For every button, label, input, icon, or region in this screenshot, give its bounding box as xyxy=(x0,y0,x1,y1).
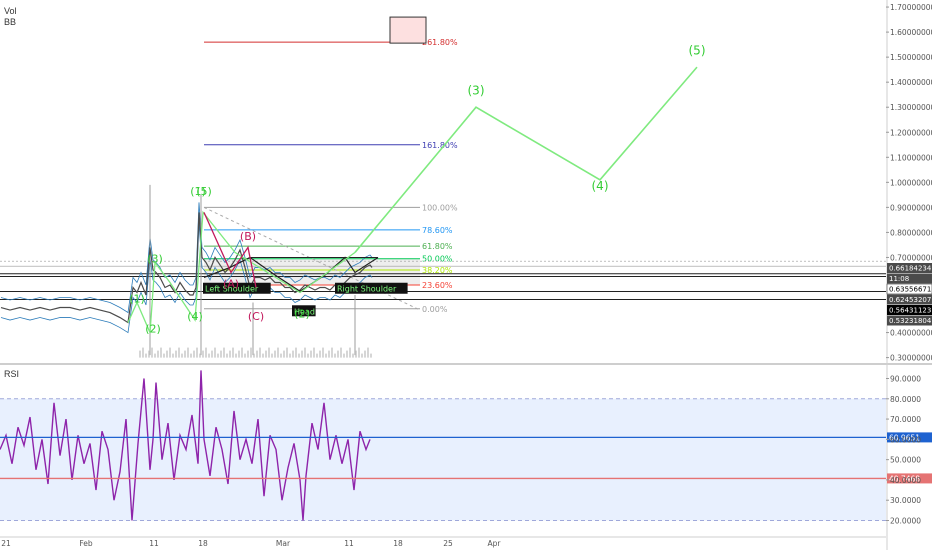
price-axis-badge xyxy=(887,315,932,326)
vol-indicator-label: Vol xyxy=(4,6,17,16)
price-tick-label: 1.40000000 xyxy=(890,78,932,87)
pattern-label-bg xyxy=(292,305,316,317)
pattern-label: Left Shoulder xyxy=(205,285,259,294)
projection-path xyxy=(354,66,698,253)
rsi-level-badge xyxy=(887,473,932,484)
wave-label: (5) xyxy=(196,185,212,198)
price-axis-badge-label: 0.56431123 xyxy=(889,307,931,315)
abc-wave-label: (A) xyxy=(223,277,239,290)
rsi-tick-label: 20.0000 xyxy=(890,517,921,526)
wave-label: (4) xyxy=(187,310,203,323)
rsi-tick-label: 70.0000 xyxy=(890,415,921,424)
price-tick-label: 1.30000000 xyxy=(890,103,932,112)
pattern-label: Right Shoulder xyxy=(337,285,397,294)
price-axis-badge-label: 0.53231804 xyxy=(889,317,932,325)
price-tick-label: 0.40000000 xyxy=(890,329,932,338)
price-tick-label: 0.70000000 xyxy=(890,253,932,262)
pattern-label-bg xyxy=(203,282,271,294)
abc-wave-label: (C) xyxy=(248,310,264,323)
wave-label: (3) xyxy=(147,252,163,265)
projection-wave-label: (3) xyxy=(468,84,485,98)
abc-wave-label: (B) xyxy=(240,230,256,243)
price-tick-label: 1.00000000 xyxy=(890,178,932,187)
price-axis-badge xyxy=(887,294,932,305)
price-tick-label: 1.60000000 xyxy=(890,28,932,37)
wave-label: (1) xyxy=(190,185,206,198)
price-tick-label: 0.80000000 xyxy=(890,228,932,237)
price-line xyxy=(0,212,373,324)
price-tick-label: 1.10000000 xyxy=(890,153,932,162)
elliott-wave-path xyxy=(127,210,356,333)
fib-level-label: 100.00% xyxy=(422,203,458,212)
time-tick-label: Apr xyxy=(488,539,502,548)
wave-label: (2) xyxy=(145,323,161,336)
fib-level-label: 261.80% xyxy=(422,38,458,47)
rsi-level-badge-label: 40.7468 xyxy=(889,474,920,483)
rsi-tick-label: 30.0000 xyxy=(890,496,921,505)
fib-level-label: 61.80% xyxy=(422,242,453,251)
bb-lower-line xyxy=(0,222,373,334)
pattern-label-bg xyxy=(335,282,408,294)
projection-wave-label: (5) xyxy=(689,44,706,58)
time-tick-label: 25 xyxy=(443,539,453,548)
price-axis-badge-label: 0.63556671 xyxy=(889,286,931,294)
time-tick-label: 11 xyxy=(149,539,159,548)
time-tick-label: Mar xyxy=(276,539,291,548)
price-axis-badge xyxy=(886,283,932,295)
price-axis-badge xyxy=(887,273,932,284)
rsi-level-badge xyxy=(887,432,932,443)
fib-level-label: 23.60% xyxy=(422,281,453,290)
time-tick-label: 21 xyxy=(1,539,11,548)
fib-target-box xyxy=(389,16,427,44)
pattern-label: Head xyxy=(294,307,315,316)
rsi-tick-label: 80.0000 xyxy=(890,395,921,404)
price-axis-badge xyxy=(887,305,932,315)
wave-label: (1) xyxy=(129,293,145,306)
price-tick-label: 0.30000000 xyxy=(890,354,932,363)
fib-level-label: 38.20% xyxy=(422,266,453,275)
price-tick-label: 1.50000000 xyxy=(890,53,932,62)
fib-level-label: 0.00% xyxy=(422,305,448,314)
time-tick-label: 18 xyxy=(393,539,403,548)
abc-correction-path xyxy=(203,212,257,288)
rsi-level-badge-label: 60.9651 xyxy=(889,433,920,442)
price-axis-badge xyxy=(887,263,932,273)
time-tick-label: 18 xyxy=(198,539,208,548)
rsi-band xyxy=(0,398,886,521)
wave-label: (2) xyxy=(294,308,310,321)
fib-level-label: 50.00% xyxy=(422,255,453,264)
bb-indicator-label: BB xyxy=(4,17,17,27)
fib-level-label: 161.80% xyxy=(422,141,458,150)
fib-level-label: 78.60% xyxy=(422,226,453,235)
rsi-indicator-label: RSI xyxy=(4,369,20,379)
rsi-tick-label: 60.0000 xyxy=(890,435,921,444)
price-axis-badge-label: 11:08 xyxy=(889,275,909,283)
time-tick-label: 11 xyxy=(344,539,354,548)
rsi-tick-label: 50.0000 xyxy=(890,456,921,465)
rsi-line xyxy=(0,370,371,521)
price-axis-badge-label: 0.62453207 xyxy=(889,296,931,304)
rsi-tick-label: 90.0000 xyxy=(890,375,921,384)
rsi-tick-label: 40.0000 xyxy=(890,476,921,485)
price-axis-badge-label: 0.66184234 xyxy=(889,265,932,273)
price-tick-label: 1.70000000 xyxy=(890,3,932,12)
price-tick-label: 1.20000000 xyxy=(890,128,932,137)
projection-wave-label: (4) xyxy=(592,179,609,193)
time-tick-label: Feb xyxy=(79,539,93,548)
price-tick-label: 0.90000000 xyxy=(890,203,932,212)
